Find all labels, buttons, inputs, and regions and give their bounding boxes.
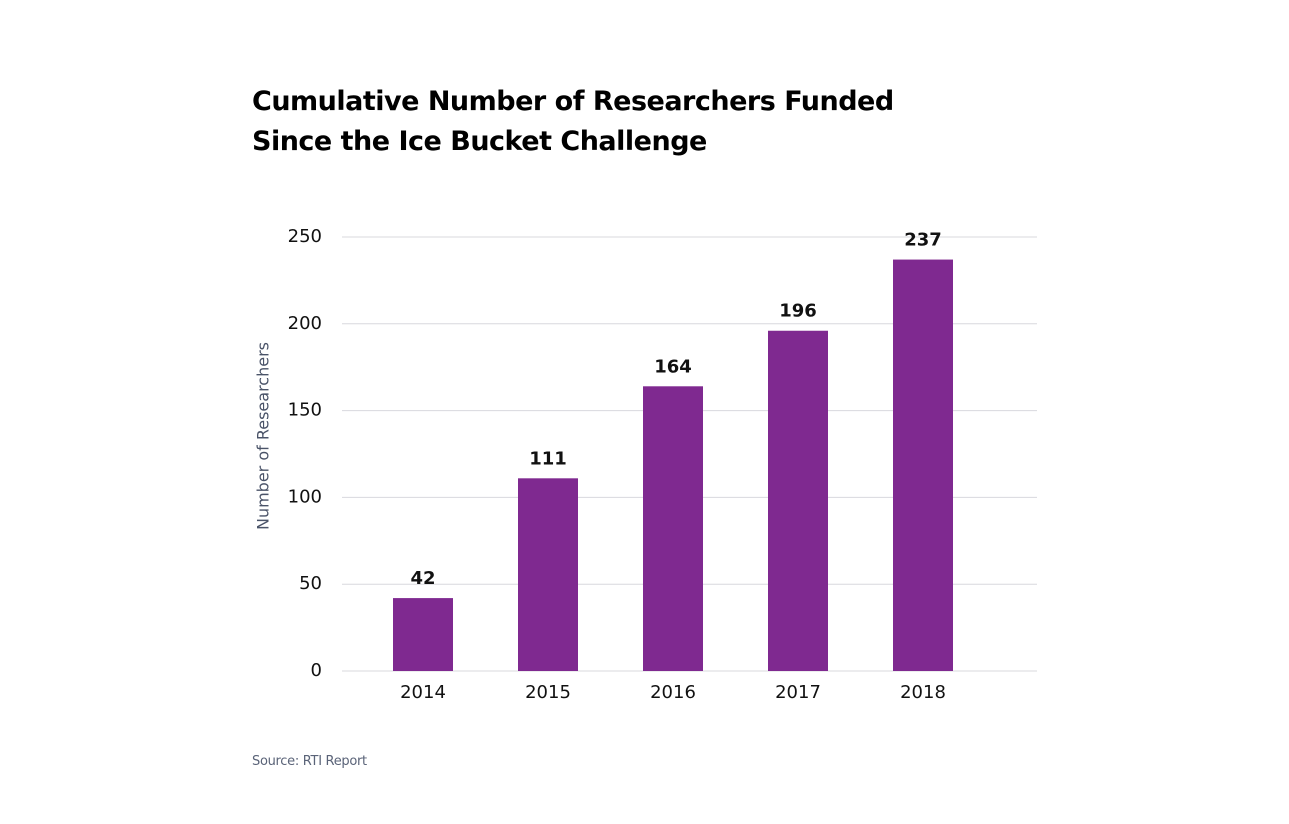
x-tick-label: 2016: [650, 682, 696, 703]
y-tick-label: 0: [311, 660, 322, 681]
value-label: 111: [529, 448, 567, 469]
bar: [393, 598, 453, 671]
source-note: Source: RTI Report: [252, 754, 367, 769]
x-tick-label: 2015: [525, 682, 571, 703]
bar: [518, 478, 578, 671]
x-tick-label: 2014: [400, 682, 446, 703]
bar: [893, 259, 953, 671]
y-axis-label: Number of Researchers: [254, 342, 273, 530]
y-tick-label: 200: [288, 313, 322, 334]
x-tick-label: 2018: [900, 682, 946, 703]
y-tick-label: 50: [299, 573, 322, 594]
x-tick-label: 2017: [775, 682, 821, 703]
y-tick-label: 150: [288, 400, 322, 421]
bar: [643, 386, 703, 671]
value-label: 164: [654, 356, 692, 377]
y-tick-label: 250: [288, 226, 322, 247]
value-label: 237: [904, 230, 942, 251]
value-label: 196: [779, 301, 817, 322]
bar: [768, 330, 828, 671]
chart-title: Cumulative Number of Researchers Funded …: [252, 86, 894, 157]
y-tick-label: 100: [288, 486, 322, 507]
value-label: 42: [410, 568, 435, 589]
